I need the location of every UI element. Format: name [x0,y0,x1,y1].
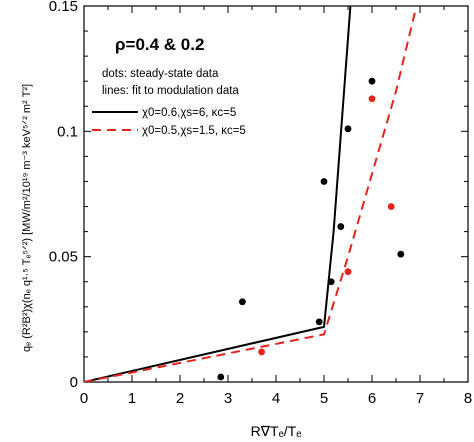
fit-line-red [84,10,417,382]
y-axis-title: qₑ (R²B²)χ(nₑ q¹·⁵ Tₑ⁵ᐟ²) [MW/m²/10¹⁹ m⁻… [21,84,33,352]
data-point-red [344,268,352,276]
data-point-red [368,95,376,103]
x-axis-title: R∇Tₑ/Tₑ [251,423,302,439]
data-point-black [368,77,376,85]
x-tick-label: 6 [368,390,376,407]
annotation-rho: ρ=0.4 & 0.2 [115,35,204,54]
axes: 0 1 2 3 4 5 6 7 8 0 0.05 0.1 0.15 [49,0,472,407]
series-layer [84,6,417,382]
fit-line-black [84,6,352,382]
x-tick-label: 8 [464,390,472,407]
x-tick-label: 7 [416,390,424,407]
data-point-black [344,125,352,133]
y-tick-label: 0.1 [57,123,78,140]
data-point-black [337,223,345,230]
x-tick-label: 4 [272,390,280,407]
legend-label-black: χ0=0.6,χs=6, κc=5 [142,107,236,119]
legend-label-red: χ0=0.5,χs=1.5, κc=5 [142,125,246,137]
data-points [217,77,405,381]
data-point-black [315,318,323,326]
annotation-dots: dots: steady-state data [102,68,219,80]
legend: χ0=0.6,χs=6, κc=5 χ0=0.5,χs=1.5, κc=5 [92,107,246,137]
plot-frame [83,5,469,383]
x-tick-label: 0 [80,390,88,407]
data-point-black [217,373,225,381]
data-point-black [327,278,335,286]
data-point-black [320,178,328,185]
y-tick-label: 0 [70,374,78,391]
data-point-red [258,348,265,356]
data-point-black [397,250,405,258]
x-tick-label: 1 [128,390,136,407]
data-point-black [239,298,246,306]
y-tick-label: 0.15 [49,0,78,15]
x-tick-label: 2 [176,390,184,407]
x-tick-label: 5 [320,390,328,407]
x-tick-label: 3 [224,390,232,407]
data-point-red [387,203,395,210]
annotation-lines: lines: fit to modulation data [102,85,239,97]
y-tick-label: 0.05 [49,249,78,266]
